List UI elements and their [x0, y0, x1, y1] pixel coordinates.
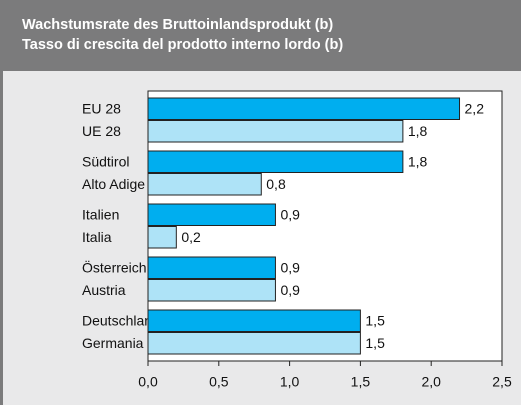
- y-tick-label: Österreich: [82, 258, 147, 275]
- value-label: 0,2: [181, 229, 201, 245]
- y-tick-label: Austria: [82, 282, 126, 298]
- bar: [147, 226, 177, 249]
- y-tick-label: UE 28: [82, 123, 121, 139]
- chart-subtitle: Tasso di crescita del prodotto interno l…: [22, 37, 343, 53]
- x-tick-label: 2,0: [421, 374, 441, 390]
- bar: [147, 332, 361, 355]
- value-label: 0,9: [280, 206, 300, 222]
- y-tick-label: Italia: [82, 229, 112, 245]
- value-label: 1,5: [365, 312, 385, 328]
- bar: [147, 203, 276, 226]
- x-tick-label: 0,0: [138, 374, 158, 390]
- chart-title: Wachstumsrate des Bruttoinlandsprodukt (…: [22, 17, 333, 33]
- bar: [147, 256, 276, 279]
- value-label: 2,2: [465, 100, 485, 116]
- x-tick-label: 1,0: [280, 374, 300, 390]
- x-tick-label: 1,5: [351, 374, 371, 390]
- bar: [147, 150, 404, 173]
- y-tick-label: EU 28: [82, 100, 121, 116]
- header: [0, 0, 521, 71]
- y-tick-label: Südtirol: [82, 153, 129, 169]
- left-border: [0, 71, 3, 405]
- value-label: 0,9: [280, 259, 300, 275]
- bar: [147, 97, 461, 120]
- value-label: 0,9: [280, 282, 300, 298]
- x-tick-label: 2,5: [492, 374, 512, 390]
- bar: [147, 309, 361, 332]
- value-label: 1,8: [408, 153, 428, 169]
- value-label: 1,8: [408, 123, 428, 139]
- bar: [147, 120, 404, 143]
- y-tick-label: Alto Adige: [82, 176, 145, 192]
- y-tick-label: Germania: [82, 335, 144, 351]
- bar: [147, 173, 262, 196]
- bar: [147, 279, 276, 302]
- x-tick-label: 0,5: [209, 374, 229, 390]
- y-tick-label: Deutschland: [82, 312, 160, 328]
- value-label: 1,5: [365, 335, 385, 351]
- y-tick-label: Italien: [82, 206, 119, 222]
- value-label: 0,8: [266, 176, 286, 192]
